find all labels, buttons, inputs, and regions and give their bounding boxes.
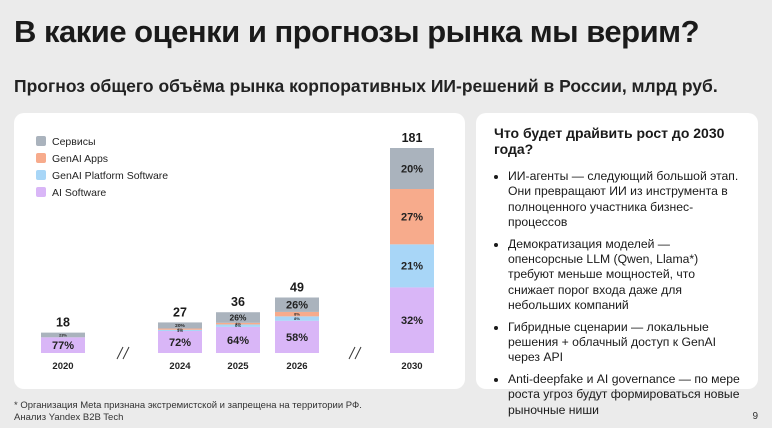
chart-title: Прогноз общего объёма рынка корпоративны… <box>14 76 718 96</box>
total-label: 18 <box>56 316 70 330</box>
x-tick-label: 2025 <box>227 361 249 372</box>
data-label: 58% <box>286 332 308 344</box>
bar-segment <box>216 326 260 353</box>
slide-title: В какие оценки и прогнозы рынка мы верим… <box>14 14 700 49</box>
bar-segment <box>390 244 434 288</box>
bullet-list: ИИ-агенты — следующий большой этап. Они … <box>494 169 744 418</box>
chart-card: Сервисы GenAI Apps GenAI Platform Software… <box>14 113 465 389</box>
side-title: Что будет драйвить рост до 2030 года? <box>494 125 725 157</box>
total-label: 27 <box>173 305 187 319</box>
x-tick-label: 2020 <box>52 361 73 372</box>
data-label: 6% <box>235 323 241 328</box>
legend-swatch <box>36 153 46 163</box>
legend-swatch <box>36 170 46 180</box>
total-label: 49 <box>290 281 304 295</box>
data-label: 23% <box>59 332 67 337</box>
bar-segment <box>390 287 434 353</box>
bar-segment <box>158 322 202 329</box>
bar-segment <box>216 312 260 323</box>
legend-label: AI Software <box>52 187 106 199</box>
legend-swatch <box>36 187 46 197</box>
data-label: 20% <box>175 323 185 329</box>
bar-segment <box>275 311 319 317</box>
data-label: 20% <box>401 163 423 175</box>
data-label: 4% <box>235 321 241 326</box>
data-label: 64% <box>227 335 249 347</box>
data-label: 32% <box>401 315 423 327</box>
axis-break <box>116 346 362 360</box>
bullet: ИИ-агенты — следующий большой этап. Они … <box>508 169 744 231</box>
data-label: 8% <box>294 312 300 317</box>
data-label: 4% <box>177 327 183 332</box>
x-tick-label: 2026 <box>286 361 307 372</box>
bar-segment <box>158 330 202 353</box>
page-number: 9 <box>752 411 758 422</box>
bar-segment <box>41 337 85 353</box>
bar-segment <box>216 324 260 327</box>
legend-label: GenAI Apps <box>52 153 108 165</box>
data-label: 4% <box>177 328 183 333</box>
bar-segment <box>275 320 319 353</box>
data-label: 21% <box>401 261 423 273</box>
side-panel: Что будет драйвить рост до 2030 года? ИИ… <box>476 113 758 417</box>
bar-segment <box>158 328 202 330</box>
bar-segment <box>275 297 319 312</box>
bar-segment <box>158 329 202 331</box>
legend-swatch <box>36 136 46 146</box>
data-label: 26% <box>230 312 247 322</box>
bar-segment <box>275 316 319 321</box>
bar-segment <box>41 332 85 338</box>
bullet: Anti-deepfake и AI governance — по мере … <box>508 372 744 418</box>
data-label: 26% <box>286 300 308 312</box>
x-tick-label: 2024 <box>169 361 191 372</box>
data-label: 77% <box>52 340 74 352</box>
legend-label: GenAI Platform Software <box>52 170 168 182</box>
data-label: 72% <box>169 337 191 349</box>
data-label: 8% <box>294 316 300 321</box>
data-label: 27% <box>401 212 423 224</box>
chart: Сервисы GenAI Apps GenAI Platform Software… <box>36 131 434 372</box>
x-tick-label: 2030 <box>401 361 422 372</box>
source: Анализ Yandex B2B Tech <box>14 412 124 423</box>
bar-segment <box>216 322 260 325</box>
footnote: * Организация Meta признана экстремистск… <box>14 400 362 411</box>
bullet: Гибридные сценарии — локальные решения +… <box>508 320 744 366</box>
bar-segment <box>390 148 434 189</box>
bar-segment <box>390 189 434 245</box>
bullet: Демократизация моделей — опенсорсные LLM… <box>508 237 744 314</box>
legend-label: Сервисы <box>52 136 96 148</box>
total-label: 36 <box>231 295 245 309</box>
total-label: 181 <box>402 131 423 145</box>
